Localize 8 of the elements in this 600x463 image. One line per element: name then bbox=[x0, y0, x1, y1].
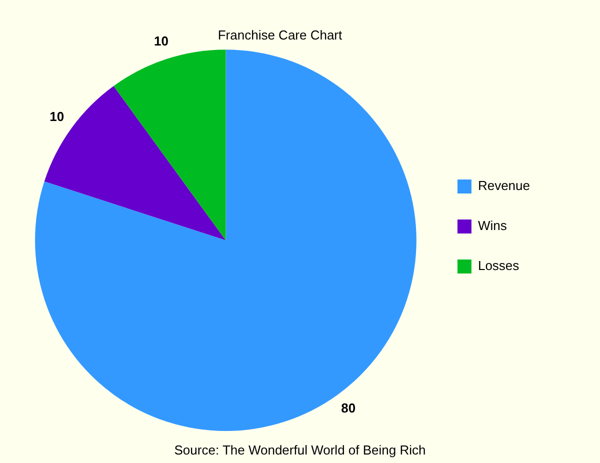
legend-label: Revenue bbox=[478, 178, 530, 194]
data-label: 10 bbox=[154, 33, 168, 48]
data-label: 10 bbox=[50, 109, 64, 124]
legend-label: Wins bbox=[478, 218, 508, 234]
source-note: Source: The Wonderful World of Being Rich bbox=[174, 442, 426, 458]
chart-title: Franchise Care Chart bbox=[218, 27, 343, 42]
legend-label: Losses bbox=[478, 258, 520, 274]
data-label: 80 bbox=[341, 400, 356, 416]
